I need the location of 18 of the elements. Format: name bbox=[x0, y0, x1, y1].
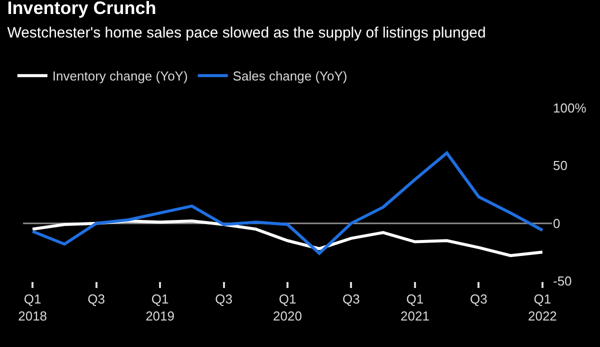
x-tick-label: Q3 bbox=[88, 292, 105, 307]
y-tick-label: 100% bbox=[553, 100, 587, 116]
x-tick-label: Q1 2019 bbox=[146, 292, 174, 324]
line-series bbox=[31, 151, 544, 255]
y-tick-label: 0 bbox=[553, 216, 560, 231]
legend-label: Inventory change (YoY) bbox=[52, 68, 188, 84]
legend-label: Sales change (YoY) bbox=[232, 68, 348, 84]
y-tick-label: 50 bbox=[553, 158, 568, 174]
x-tick-label: Q1 2021 bbox=[400, 292, 430, 324]
y-tick-label: -50 bbox=[553, 274, 572, 289]
x-tick-label: Q1 2018 bbox=[18, 292, 48, 324]
chart-title: Inventory Crunch bbox=[7, 0, 156, 18]
chart-subtitle: Westchester's home sales pace slowed as the supply of listings plunged bbox=[7, 24, 486, 42]
x-tick-label: Q3 bbox=[342, 292, 360, 307]
x-tick-label: Q3 bbox=[215, 292, 232, 307]
x-tick-label: Q3 bbox=[470, 292, 488, 307]
x-tick-label: Q1 2022 bbox=[528, 292, 557, 324]
x-tick-label: Q1 2020 bbox=[273, 292, 302, 324]
